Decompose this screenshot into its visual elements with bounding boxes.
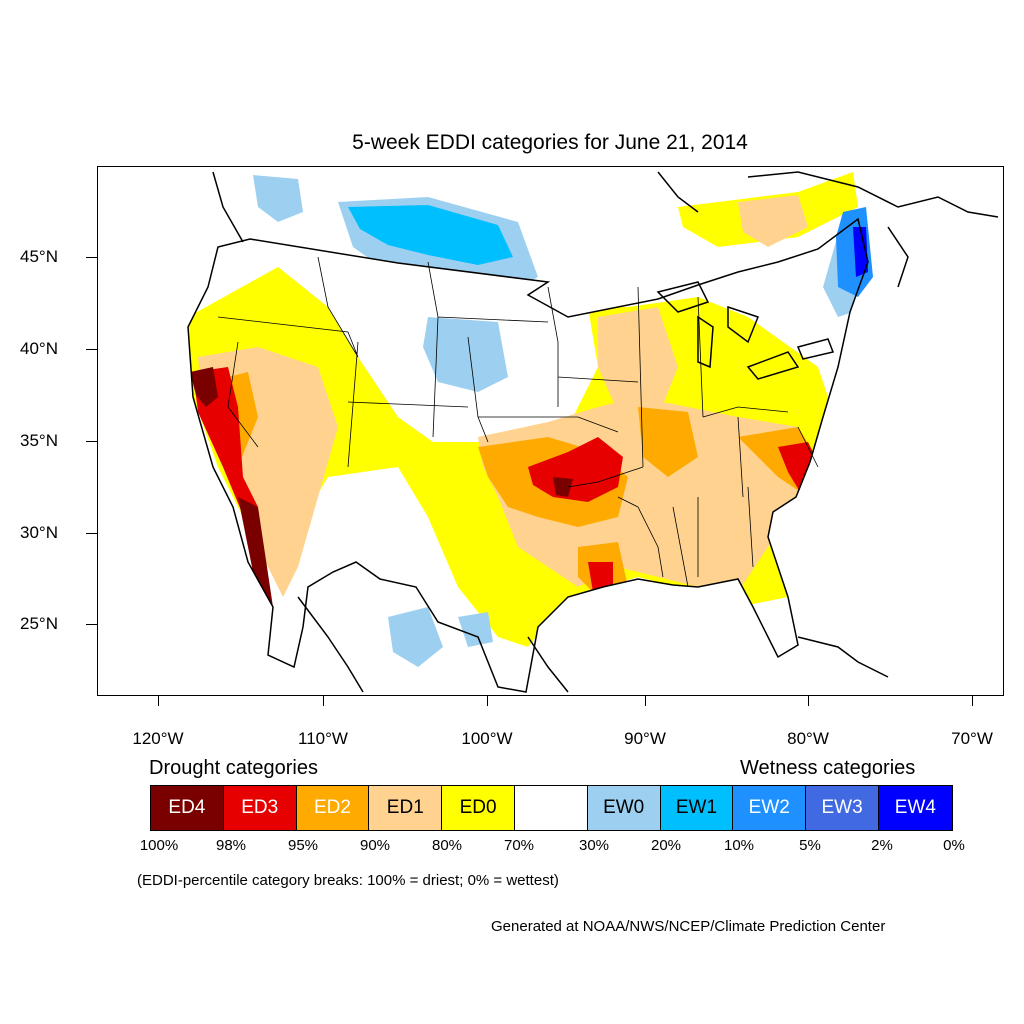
drought-heading: Drought categories xyxy=(149,757,318,779)
pct-break: 90% xyxy=(359,837,391,854)
region-mexico-ew0 xyxy=(388,607,443,667)
legend-box-ed1: ED1 xyxy=(369,786,443,830)
wetness-heading: Wetness categories xyxy=(740,757,916,779)
lat-label-30: 30°N xyxy=(20,523,58,542)
pct-break: 2% xyxy=(871,837,893,854)
map-frame xyxy=(97,166,1004,696)
lat-label-40: 40°N xyxy=(20,339,58,358)
canada-coast xyxy=(212,171,999,288)
pct-break: 100% xyxy=(139,837,179,854)
lon-label-100: 100°W xyxy=(461,729,513,748)
legend-box-ew2: EW2 xyxy=(733,786,807,830)
us-outline xyxy=(187,217,869,693)
region-louisiana-ed3 xyxy=(588,562,613,592)
pct-break: 10% xyxy=(723,837,755,854)
pct-break: 5% xyxy=(799,837,821,854)
pct-break: 70% xyxy=(503,837,535,854)
lon-tick xyxy=(158,696,159,706)
region-midwest-ed1 xyxy=(598,307,678,417)
credit-text: Generated at NOAA/NWS/NCEP/Climate Predi… xyxy=(491,918,886,935)
mexico-coast xyxy=(297,596,889,693)
lat-label-45: 45°N xyxy=(20,247,58,266)
legend-box-ew3: EW3 xyxy=(806,786,879,830)
lat-label-25: 25°N xyxy=(20,614,58,633)
legend-box-ed3: ED3 xyxy=(223,786,297,830)
great-lakes-outline xyxy=(656,281,835,380)
eddi-map xyxy=(98,167,1003,695)
lat-tick xyxy=(86,533,97,534)
lon-label-70: 70°W xyxy=(951,729,993,748)
region-kansas-ed3 xyxy=(528,437,623,502)
region-canada-ew1 xyxy=(348,205,513,265)
lon-tick xyxy=(808,696,809,706)
lat-tick xyxy=(86,349,97,350)
region-kansas-ed4 xyxy=(553,477,573,497)
legend-box-neutral xyxy=(514,786,588,830)
lat-label-35: 35°N xyxy=(20,431,58,450)
pct-break: 30% xyxy=(578,837,610,854)
lon-label-120: 120°W xyxy=(132,729,184,748)
legend-box-ed0: ED0 xyxy=(442,786,515,830)
lon-label-80: 80°W xyxy=(787,729,829,748)
legend-box-ed2: ED2 xyxy=(296,786,370,830)
lon-label-90: 90°W xyxy=(624,729,666,748)
state-border-lines xyxy=(217,256,819,588)
region-northern-plains-ew0 xyxy=(423,317,508,392)
pct-break: 95% xyxy=(287,837,319,854)
lat-tick xyxy=(86,624,97,625)
map-title: 5-week EDDI categories for June 21, 2014 xyxy=(352,131,748,154)
legend-box-ew0: EW0 xyxy=(587,786,661,830)
lon-tick xyxy=(645,696,646,706)
pct-break: 20% xyxy=(650,837,682,854)
pct-break: 80% xyxy=(431,837,463,854)
region-mexico-ew0b xyxy=(458,612,493,647)
region-midwest-ed2 xyxy=(638,407,698,477)
lat-tick xyxy=(86,441,97,442)
category-legend: ED4 ED3 ED2 ED1 ED0 EW0 EW1 EW2 EW3 EW4 xyxy=(150,785,953,831)
legend-box-ew4: EW4 xyxy=(878,786,952,830)
legend-box-ed4: ED4 xyxy=(151,786,224,830)
pct-break: 98% xyxy=(215,837,247,854)
region-ne-ew4 xyxy=(853,227,868,277)
region-bc-ew0 xyxy=(253,175,303,222)
lat-tick xyxy=(86,257,97,258)
legend-box-ew1: EW1 xyxy=(660,786,734,830)
region-baja-ed4 xyxy=(238,497,273,607)
lon-tick xyxy=(487,696,488,706)
category-note: (EDDI-percentile category breaks: 100% =… xyxy=(137,872,559,889)
region-norcal-ed4 xyxy=(190,367,218,407)
lon-label-110: 110°W xyxy=(298,729,348,748)
lon-tick xyxy=(323,696,324,706)
region-quebec-ed1 xyxy=(738,195,808,247)
pct-break: 0% xyxy=(943,837,965,854)
lon-tick xyxy=(972,696,973,706)
region-california-ed3 xyxy=(193,367,258,527)
